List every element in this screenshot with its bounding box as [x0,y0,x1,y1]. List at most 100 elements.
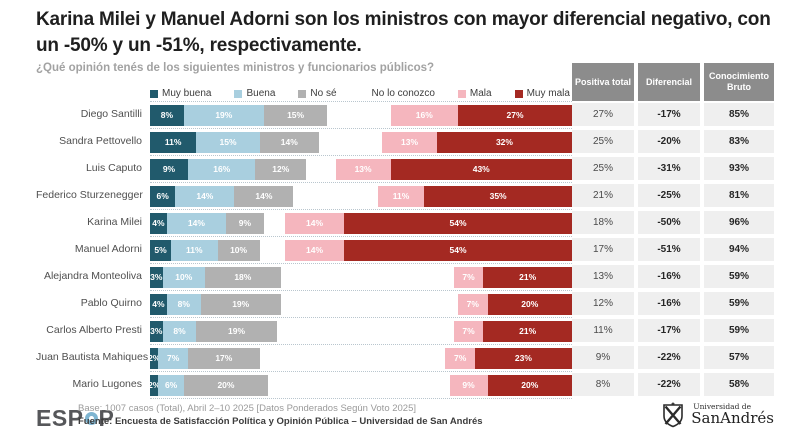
bar-segment-value: 4% [152,299,165,309]
bar-segment-buena: 6% [158,374,184,396]
bar-segment-mala: 16% [390,104,459,126]
bar-segment-no_lo_conozco [260,240,285,261]
bar-segment-value: 19% [227,326,245,336]
bar-segment-no_lo_conozco [264,213,285,234]
bar-segment-value: 43% [472,164,490,174]
bar-segment-mala: 7% [453,266,484,288]
chart-row: Carlos Alberto Presti 3% 8% 19% 7% 21% [36,317,572,344]
bar-area: 3% 10% 18% 7% 21% [150,263,572,290]
bar-segment-value: 14% [187,218,205,228]
bar-segment-value: 15% [287,110,305,120]
table-cell: -17% [638,319,700,342]
bar-segment-no_se: 17% [187,347,260,369]
table-cell: 9% [572,346,634,369]
university-logo: Universidad de SanAndrés [660,402,774,428]
bar-segment-buena: 10% [162,266,205,288]
bar-segment-value: 9% [162,164,176,174]
page-title: Karina Milei y Manuel Adorni son los min… [36,9,771,56]
espop-logo: ESP P [36,405,114,432]
stacked-bar-chart: Diego Santilli 8% 19% 15% 16% 27% Sandra Petto… [36,101,572,399]
table-row: 8% -22% 58% [572,371,774,398]
table-row: 25% -31% 93% [572,155,774,182]
bar-segment-value: 7% [466,299,479,309]
bar-segment-value: 2% [150,380,158,390]
table-cell: 93% [704,157,774,180]
bar-segment-muy_mala: 20% [487,374,572,396]
chart-row: Alejandra Monteoliva 3% 10% 18% 7% 21% [36,263,572,290]
legend-item-no_lo_conozco: No lo conozco [360,88,435,99]
bar-segment-muy_mala: 20% [487,293,572,315]
table-cell: 59% [704,265,774,288]
category-label: Federico Sturzenegger [36,189,143,201]
bar-segment-no_se: 12% [255,158,307,180]
bar-segment-value: 4% [152,218,165,228]
bar-segment-no_se: 18% [204,266,281,288]
table-header-cell: Diferencial [638,63,700,101]
bar-area: 11% 15% 14% 13% 32% [150,128,572,155]
bar-segment-value: 8% [177,299,190,309]
bar-segment-value: 14% [255,191,273,201]
bar-segment-muy_buena: 4% [150,212,167,234]
bar-segment-buena: 15% [196,131,260,153]
bar-area: 3% 8% 19% 7% 21% [150,317,572,344]
bar-segment-no_se: 14% [259,131,319,153]
category-label: Diego Santilli [80,108,142,120]
chart-bottom-separator [150,398,572,399]
bar-area: 8% 19% 15% 16% 27% [150,101,572,128]
bar-area: 5% 11% 10% 14% 54% [150,236,572,263]
bar-segment-no_lo_conozco [306,159,336,180]
category-label: Mario Lugones [72,378,142,390]
table-cell: -50% [638,211,700,234]
table-cell: -16% [638,292,700,315]
stacked-bar: 11% 15% 14% 13% 32% [150,131,572,153]
table-row: 12% -16% 59% [572,290,774,317]
bar-segment-buena: 14% [175,185,235,207]
bar-segment-buena: 8% [162,320,197,342]
bar-segment-muy_buena: 3% [150,266,163,288]
bar-segment-no_se: 14% [234,185,294,207]
legend-label: Muy mala [526,88,570,99]
legend-swatch-mala-icon [457,89,466,98]
bar-segment-mala: 13% [335,158,391,180]
bar-segment-value: 14% [306,245,324,255]
bar-segment-value: 54% [449,218,467,228]
bar-segment-buena: 11% [171,239,218,261]
table-row: 17% -51% 94% [572,236,774,263]
bar-segment-no_se: 10% [217,239,260,261]
table-row: 9% -22% 57% [572,344,774,371]
legend-item-mala: Mala [457,88,492,99]
table-cell: 12% [572,292,634,315]
bar-segment-buena: 7% [158,347,188,369]
bar-segment-value: 8% [160,110,174,120]
category-label: Pablo Quirno [80,297,142,309]
bar-segment-value: 12% [272,164,290,174]
bar-segment-value: 20% [521,380,539,390]
table-header-row: Positiva total Diferencial Conocimiento Br… [572,63,774,101]
bar-area: 2% 7% 17% 7% 23% [150,344,572,371]
table-cell: -31% [638,157,700,180]
table-row: 18% -50% 96% [572,209,774,236]
bar-segment-muy_buena: 9% [150,158,188,180]
legend-swatch-no_se-icon [298,89,307,98]
bar-segment-value: 10% [175,272,193,282]
table-cell: -22% [638,373,700,396]
category-label: Carlos Alberto Presti [46,324,142,336]
table-cell: 85% [704,103,774,126]
bar-segment-value: 14% [196,191,214,201]
bar-segment-value: 7% [167,353,180,363]
table-cell: -51% [638,238,700,261]
table-cell: -20% [638,130,700,153]
bar-segment-value: 20% [217,380,235,390]
legend-item-no_se: No sé [298,88,337,99]
bar-segment-no_se: 19% [200,293,281,315]
bar-segment-buena: 8% [166,293,201,315]
legend-swatch-muy_mala-icon [514,89,523,98]
table-cell: -22% [638,346,700,369]
table-cell: 59% [704,292,774,315]
bar-segment-value: 13% [401,137,419,147]
bar-segment-no_se: 15% [263,104,328,126]
chart-legend: Muy buena Buena No sé No lo conozco Mala Muy … [150,88,570,99]
stacked-bar: 5% 11% 10% 14% 54% [150,239,572,261]
bar-segment-value: 16% [415,110,433,120]
table-cell: -16% [638,265,700,288]
